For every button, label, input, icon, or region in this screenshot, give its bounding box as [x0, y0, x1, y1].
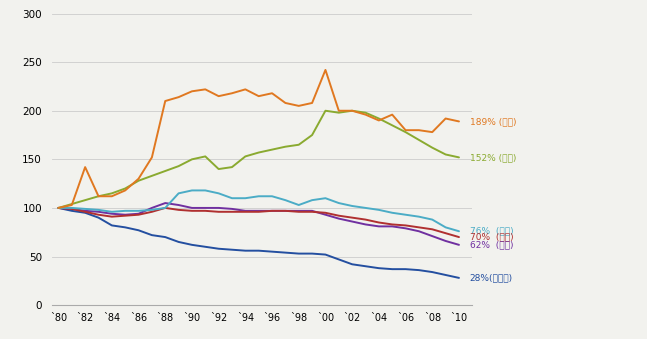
Text: 70%  (독일): 70% (독일) [470, 233, 513, 242]
Text: 28%(프랑스): 28%(프랑스) [470, 273, 513, 282]
Text: 152% (일본): 152% (일본) [470, 153, 516, 162]
Text: 62%  (영국): 62% (영국) [470, 240, 513, 250]
Text: 189% (한국): 189% (한국) [470, 117, 516, 126]
Text: 76%  (미국): 76% (미국) [470, 227, 513, 236]
